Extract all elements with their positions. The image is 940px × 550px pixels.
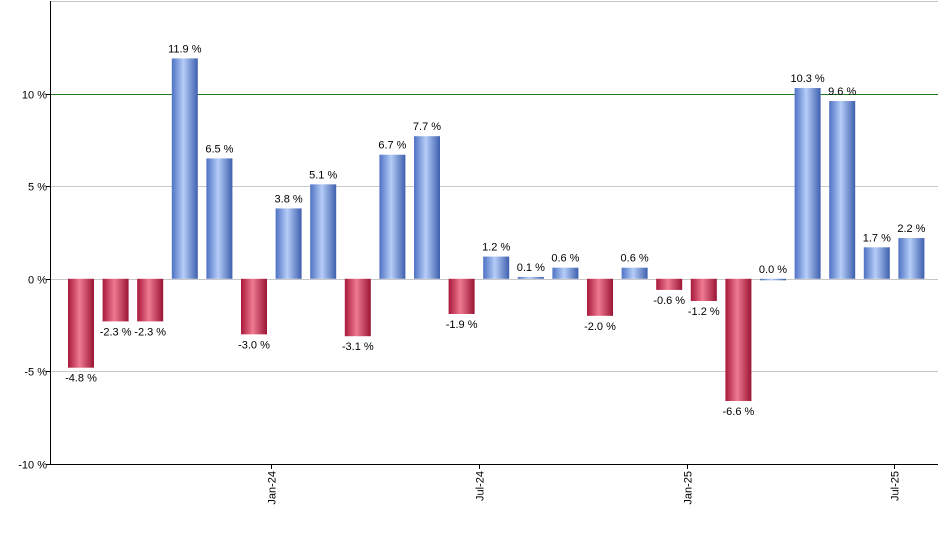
bar <box>725 279 751 401</box>
data-label: 2.2 % <box>897 223 925 235</box>
bar <box>587 279 613 316</box>
data-label: -6.6 % <box>723 406 755 418</box>
bar <box>379 155 405 279</box>
bar-chart: -4.8 % -2.3 % -2.3 % 11.9 % 6.5 % -3.0 % 3.8 %… <box>0 0 940 550</box>
x-tick-label: Jul-25 <box>890 471 902 501</box>
data-label: 1.7 % <box>863 232 891 244</box>
bar <box>137 279 163 322</box>
bar <box>206 158 232 278</box>
bars <box>68 58 924 401</box>
x-tick-label: Jul-24 <box>475 471 487 501</box>
data-label: 9.6 % <box>828 86 856 98</box>
bar <box>103 279 129 322</box>
bar <box>795 88 821 279</box>
bar <box>68 279 94 368</box>
data-label: -3.1 % <box>342 341 374 353</box>
data-label: 3.8 % <box>275 193 303 205</box>
bar <box>622 268 648 279</box>
bar <box>864 247 890 278</box>
data-label: -1.2 % <box>688 306 720 318</box>
bar <box>414 136 440 279</box>
y-tick-label: 5 % <box>28 182 47 194</box>
data-label: 0.0 % <box>759 264 787 276</box>
bar <box>310 184 336 278</box>
bar <box>172 58 198 278</box>
data-label: 7.7 % <box>413 121 441 133</box>
bar <box>241 279 267 335</box>
x-tick-label: Jan-25 <box>683 471 695 505</box>
x-tick-label: Jan-24 <box>267 471 279 505</box>
bar <box>691 279 717 301</box>
bar <box>345 279 371 336</box>
y-tick-label: 10 % <box>22 90 47 102</box>
data-label: 0.6 % <box>551 253 579 265</box>
data-label: -2.3 % <box>134 326 166 338</box>
bar <box>552 268 578 279</box>
data-label: -0.6 % <box>653 295 685 307</box>
data-label: -1.9 % <box>446 319 478 331</box>
data-label: -2.3 % <box>100 326 132 338</box>
bar <box>449 279 475 314</box>
y-tick-label: 0 % <box>28 275 47 287</box>
data-label: 0.1 % <box>517 262 545 274</box>
data-label: -2.0 % <box>584 321 616 333</box>
data-label: 6.7 % <box>378 140 406 152</box>
bar <box>656 279 682 290</box>
bar <box>518 277 544 279</box>
y-tick-label: -10 % <box>18 460 47 472</box>
y-tick-label: -5 % <box>24 367 47 379</box>
bar <box>483 257 509 279</box>
data-label: 0.6 % <box>621 253 649 265</box>
bar <box>898 238 924 279</box>
bar <box>829 101 855 279</box>
bar <box>760 279 786 281</box>
data-label: 10.3 % <box>790 73 824 85</box>
data-label: 6.5 % <box>205 143 233 155</box>
data-label: 11.9 % <box>168 43 202 55</box>
data-label: -3.0 % <box>238 339 270 351</box>
data-label: 1.2 % <box>482 242 510 254</box>
data-label: 5.1 % <box>309 169 337 181</box>
bar <box>276 208 302 278</box>
data-label: -4.8 % <box>65 373 97 385</box>
